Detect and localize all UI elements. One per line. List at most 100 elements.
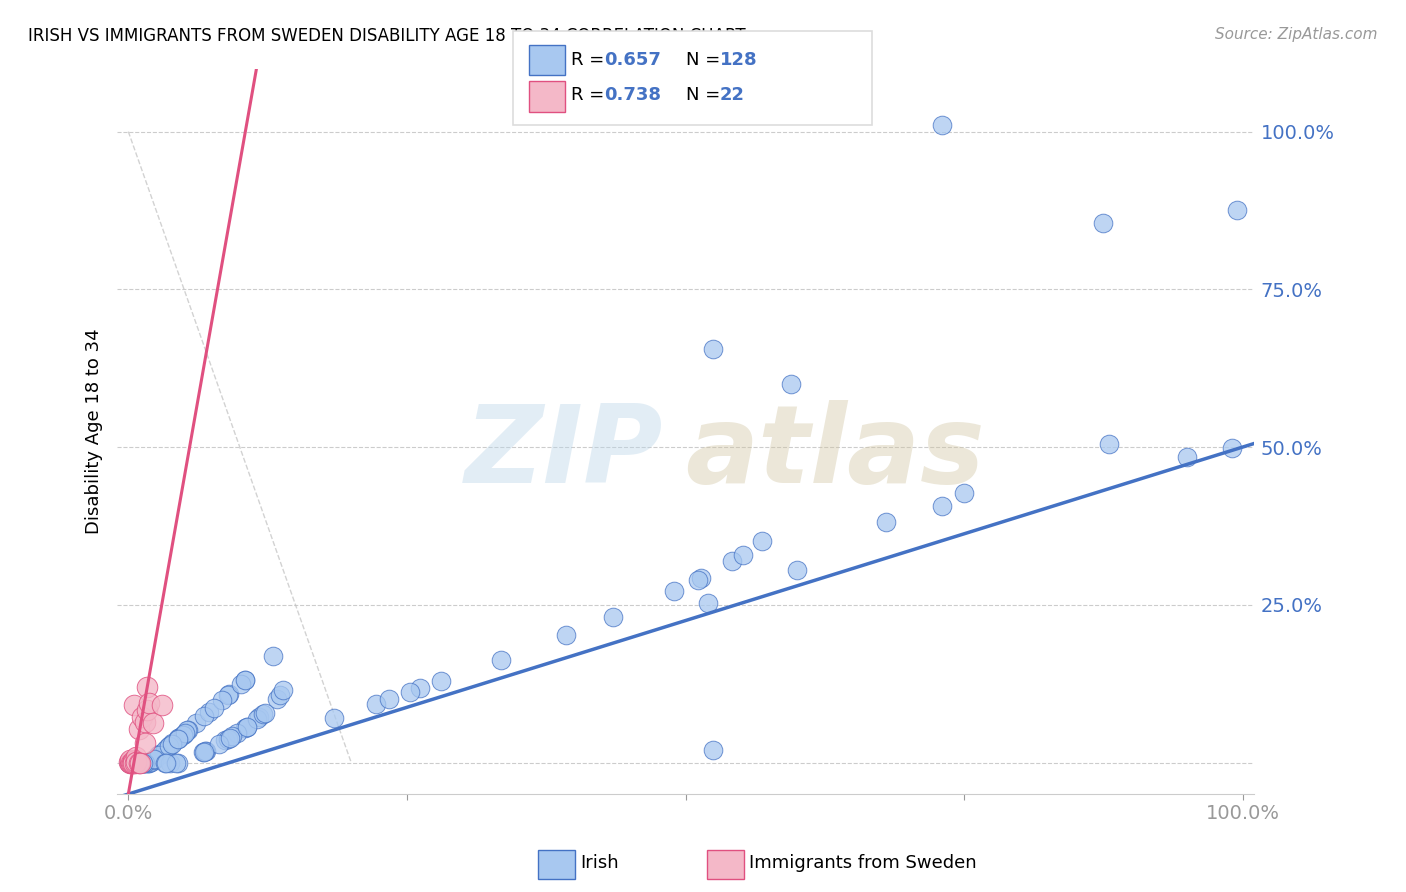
Text: IRISH VS IMMIGRANTS FROM SWEDEN DISABILITY AGE 18 TO 34 CORRELATION CHART: IRISH VS IMMIGRANTS FROM SWEDEN DISABILI… (28, 27, 745, 45)
Point (931, 499, 953, 513)
Point (235, 673, 257, 687)
Point (148, 747, 170, 762)
Point (155, 756, 177, 770)
Point (136, 756, 159, 770)
Y-axis label: Disability Age 18 to 34: Disability Age 18 to 34 (86, 328, 103, 534)
Point (124, 756, 146, 770)
Text: Irish: Irish (581, 855, 619, 872)
Point (193, 745, 215, 759)
Point (124, 756, 146, 770)
Point (118, 756, 141, 770)
Point (731, 548, 754, 562)
Point (124, 756, 146, 770)
Point (229, 677, 252, 691)
Point (931, 118, 953, 132)
Point (124, 756, 146, 770)
Point (217, 731, 239, 746)
Point (211, 693, 233, 707)
Text: Immigrants from Sweden: Immigrants from Sweden (749, 855, 977, 872)
Point (141, 754, 163, 768)
Text: 22: 22 (720, 87, 745, 104)
Point (127, 756, 149, 770)
Point (122, 756, 145, 770)
Point (217, 689, 239, 703)
Text: ZIP: ZIP (464, 400, 662, 506)
Point (247, 710, 270, 724)
Point (120, 756, 142, 770)
Point (121, 756, 143, 770)
Point (122, 756, 145, 770)
Text: 0.738: 0.738 (605, 87, 662, 104)
Point (399, 685, 422, 699)
Point (165, 756, 187, 770)
Point (129, 756, 152, 770)
Point (167, 731, 190, 746)
Point (134, 756, 156, 770)
Point (132, 756, 155, 770)
Point (129, 756, 152, 770)
Point (120, 756, 142, 770)
Point (160, 737, 183, 751)
Point (194, 744, 217, 758)
Point (169, 730, 191, 744)
Point (124, 756, 146, 770)
Point (120, 753, 142, 767)
Point (721, 554, 744, 568)
Point (214, 733, 236, 747)
Point (128, 756, 150, 770)
Point (132, 756, 155, 770)
Point (153, 756, 176, 770)
Point (173, 726, 195, 740)
Point (193, 745, 215, 759)
Point (157, 739, 180, 753)
Point (780, 376, 803, 391)
Point (271, 682, 294, 697)
Point (159, 756, 181, 770)
Point (1098, 437, 1121, 451)
Point (786, 563, 808, 577)
Point (148, 747, 170, 762)
Point (177, 723, 200, 737)
Point (252, 706, 274, 721)
Point (688, 573, 710, 587)
Point (218, 687, 240, 701)
Point (122, 756, 145, 770)
Point (122, 756, 145, 770)
Point (221, 730, 243, 744)
Point (366, 697, 388, 711)
Point (121, 756, 143, 770)
Point (121, 756, 143, 770)
Point (125, 756, 148, 770)
Point (149, 747, 172, 762)
Point (696, 596, 718, 610)
Text: N =: N = (686, 51, 725, 69)
Point (702, 743, 724, 757)
Text: R =: R = (571, 87, 610, 104)
Point (121, 754, 143, 768)
Point (138, 756, 160, 770)
Point (269, 688, 291, 702)
Point (128, 756, 150, 770)
Point (134, 736, 156, 750)
Point (136, 703, 159, 717)
Point (689, 571, 711, 585)
Point (195, 743, 218, 757)
Point (253, 706, 276, 720)
Point (202, 700, 225, 714)
Text: 128: 128 (720, 51, 758, 69)
Point (118, 756, 141, 770)
Point (1220, 441, 1243, 455)
Text: N =: N = (686, 87, 725, 104)
Point (172, 727, 194, 741)
Point (225, 726, 247, 740)
Point (166, 731, 188, 746)
Point (323, 711, 346, 725)
Point (129, 756, 152, 770)
Point (429, 674, 451, 689)
Text: Source: ZipAtlas.com: Source: ZipAtlas.com (1215, 27, 1378, 42)
Point (1092, 216, 1115, 230)
Point (1175, 450, 1198, 464)
Point (132, 756, 155, 770)
Point (166, 756, 188, 770)
Point (236, 720, 259, 734)
